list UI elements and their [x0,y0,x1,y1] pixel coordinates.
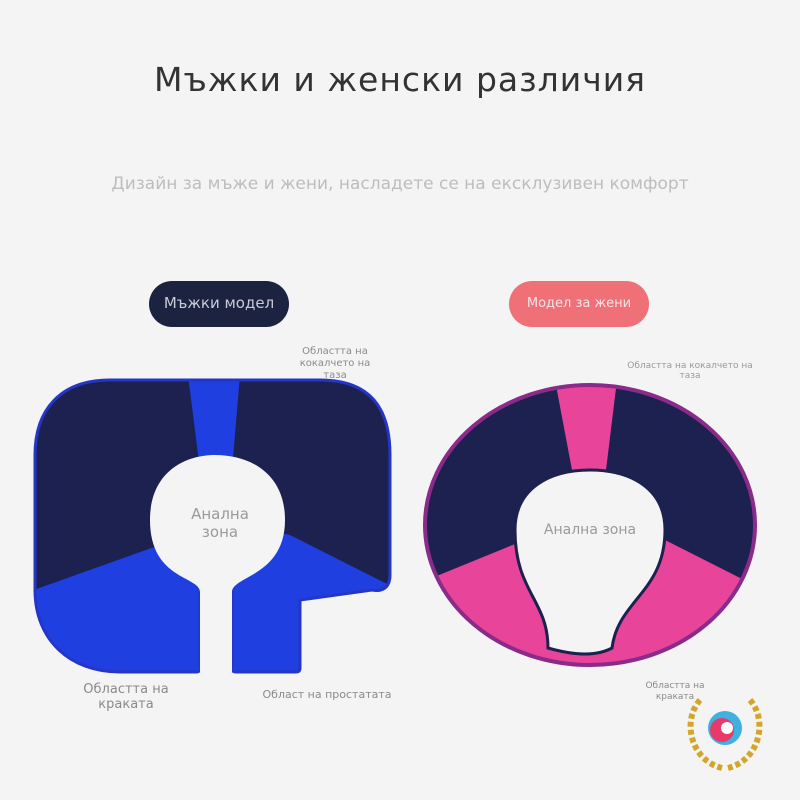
male-tailbone-zone [188,380,240,470]
female-anal-label: Анална зона [543,522,637,538]
female-tailbone-label: Областта на кокалчето на таза [627,361,753,381]
male-anal-hole [150,455,285,674]
male-tailbone-label: Областта на кокалчето на таза [299,346,371,381]
male-anal-label: Анална зона [191,505,249,541]
female-tailbone-zone [555,385,617,470]
page-title: Мъжки и женски различия [154,60,646,99]
page-subtitle: Дизайн за мъже и жени, насладете се на е… [111,174,689,194]
male-legs-label: Областта на краката [83,682,169,712]
male-model-badge: Мъжки модел [149,281,289,327]
female-model-badge: Модел за жени [509,281,649,327]
female-anal-hole [513,468,667,656]
male-prostate-label: Област на простатата [262,688,392,701]
award-logo-icon [687,697,763,771]
female-legs-label: Областта на краката [645,681,705,702]
